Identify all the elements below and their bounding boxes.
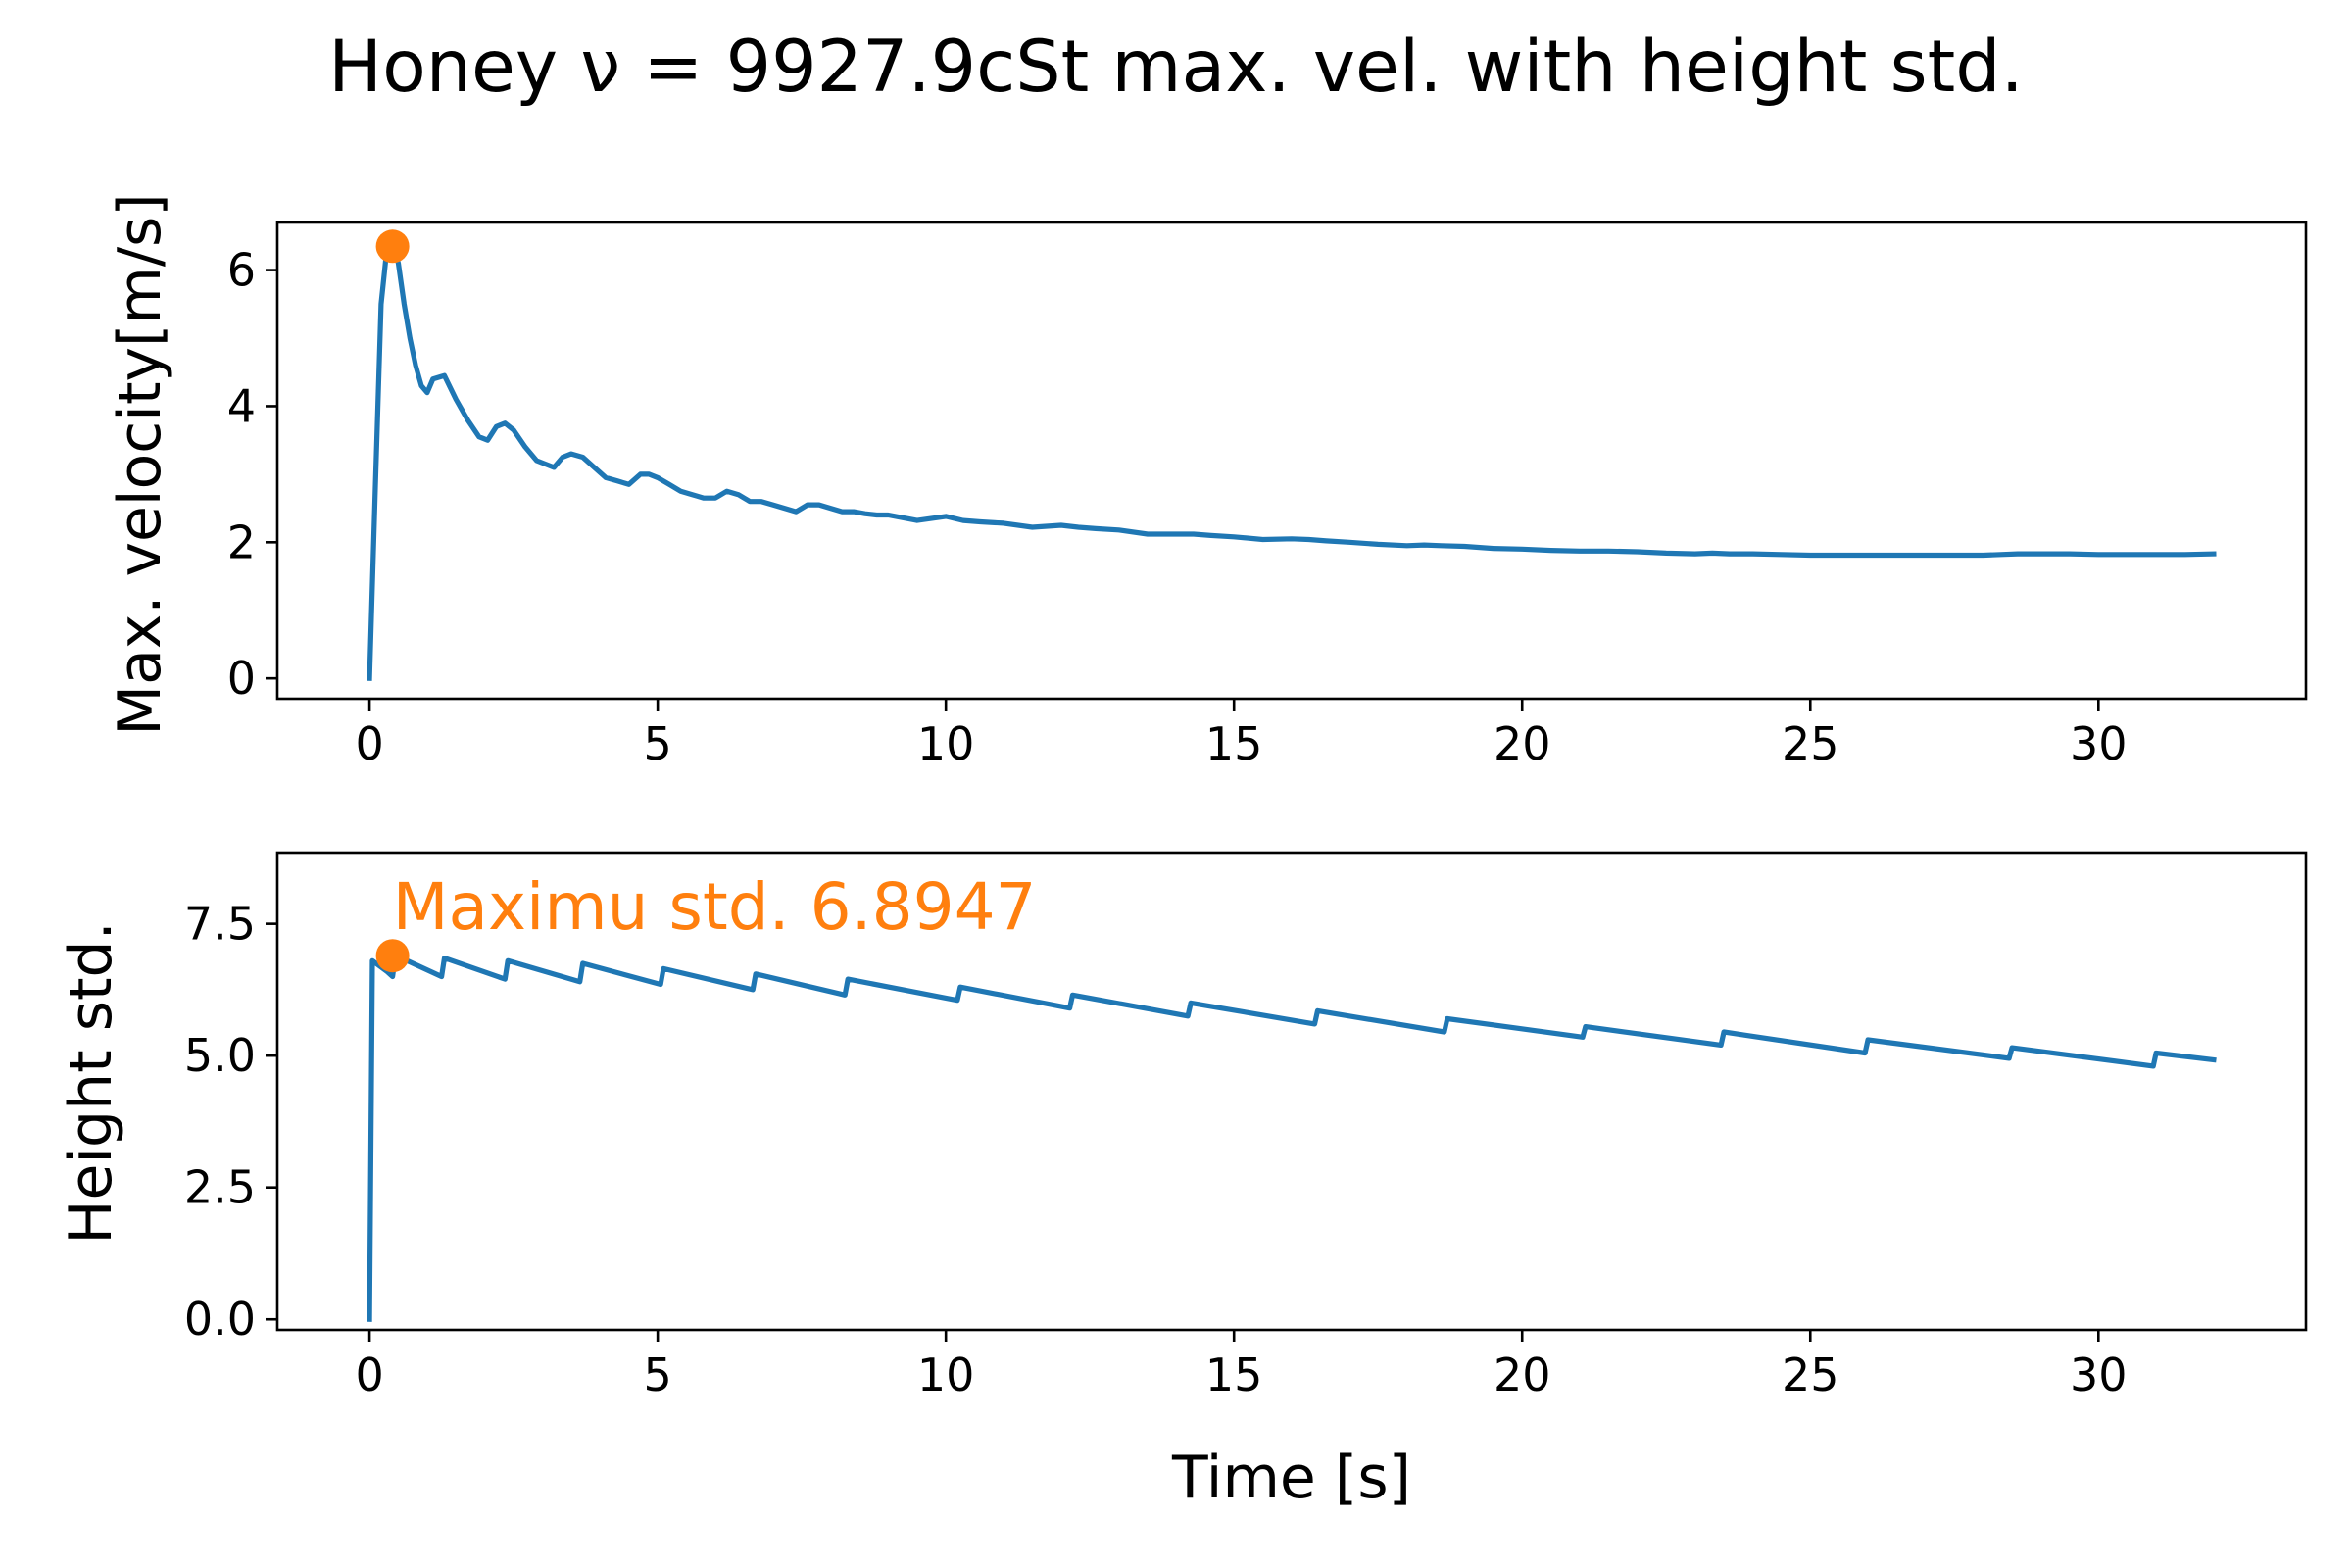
height_std-x-tick-label: 15 xyxy=(1205,1348,1263,1401)
height-std-axes: Height std. Time [s] Maximu std. 6.8947 0… xyxy=(57,851,2308,1512)
height_std-y-tick-label: 2.5 xyxy=(184,1161,256,1214)
velocity-plot-frame xyxy=(275,220,2308,701)
velocity-x-tick-label: 15 xyxy=(1205,717,1263,770)
height_std-x-tick-label: 20 xyxy=(1494,1348,1551,1401)
height_std-max-marker xyxy=(375,939,410,973)
velocity-max-marker xyxy=(375,229,410,264)
velocity-x-tick-label: 30 xyxy=(2070,717,2128,770)
height_std-max-annotation: Maximu std. 6.8947 xyxy=(393,869,1037,945)
chart-title: Honey ν = 9927.9cSt max. vel. with heigh… xyxy=(328,25,2024,109)
velocity-x-tick-label: 0 xyxy=(355,717,383,770)
velocity-ylabel: Max. velocity[m/s] xyxy=(106,193,174,735)
velocity-y-tick-label: 0 xyxy=(227,652,256,705)
velocity-y-tick-label: 2 xyxy=(227,515,256,568)
height_std-x-tick-label: 5 xyxy=(643,1348,671,1401)
height_std-y-tick-label: 0.0 xyxy=(184,1293,256,1346)
velocity-series-line xyxy=(367,240,2217,681)
x-axis-label: Time [s] xyxy=(1171,1444,1411,1512)
velocity-x-tick-label: 20 xyxy=(1494,717,1551,770)
height_std-x-tick-label: 10 xyxy=(917,1348,975,1401)
velocity-x-tick-label: 5 xyxy=(643,717,671,770)
height_std-y-tick-label: 5.0 xyxy=(184,1029,256,1082)
height_std-y-tick-label: 7.5 xyxy=(184,898,256,951)
height-std-ylabel: Height std. xyxy=(57,921,125,1244)
height_std-plot-frame xyxy=(275,851,2308,1332)
height_std-x-tick-label: 0 xyxy=(355,1348,383,1401)
velocity-axes: Max. velocity[m/s] 0 5 10 15 20 25 30 0 2 4 6 xyxy=(106,193,2308,770)
height_std-x-tick-label: 30 xyxy=(2070,1348,2128,1401)
height_std-x-tick-label: 25 xyxy=(1782,1348,1839,1401)
velocity-y-tick-label: 4 xyxy=(227,379,256,432)
velocity-x-tick-label: 10 xyxy=(917,717,975,770)
height_std-series-line xyxy=(367,953,2217,1322)
velocity-y-tick-label: 6 xyxy=(227,244,256,297)
velocity-x-tick-label: 25 xyxy=(1782,717,1839,770)
